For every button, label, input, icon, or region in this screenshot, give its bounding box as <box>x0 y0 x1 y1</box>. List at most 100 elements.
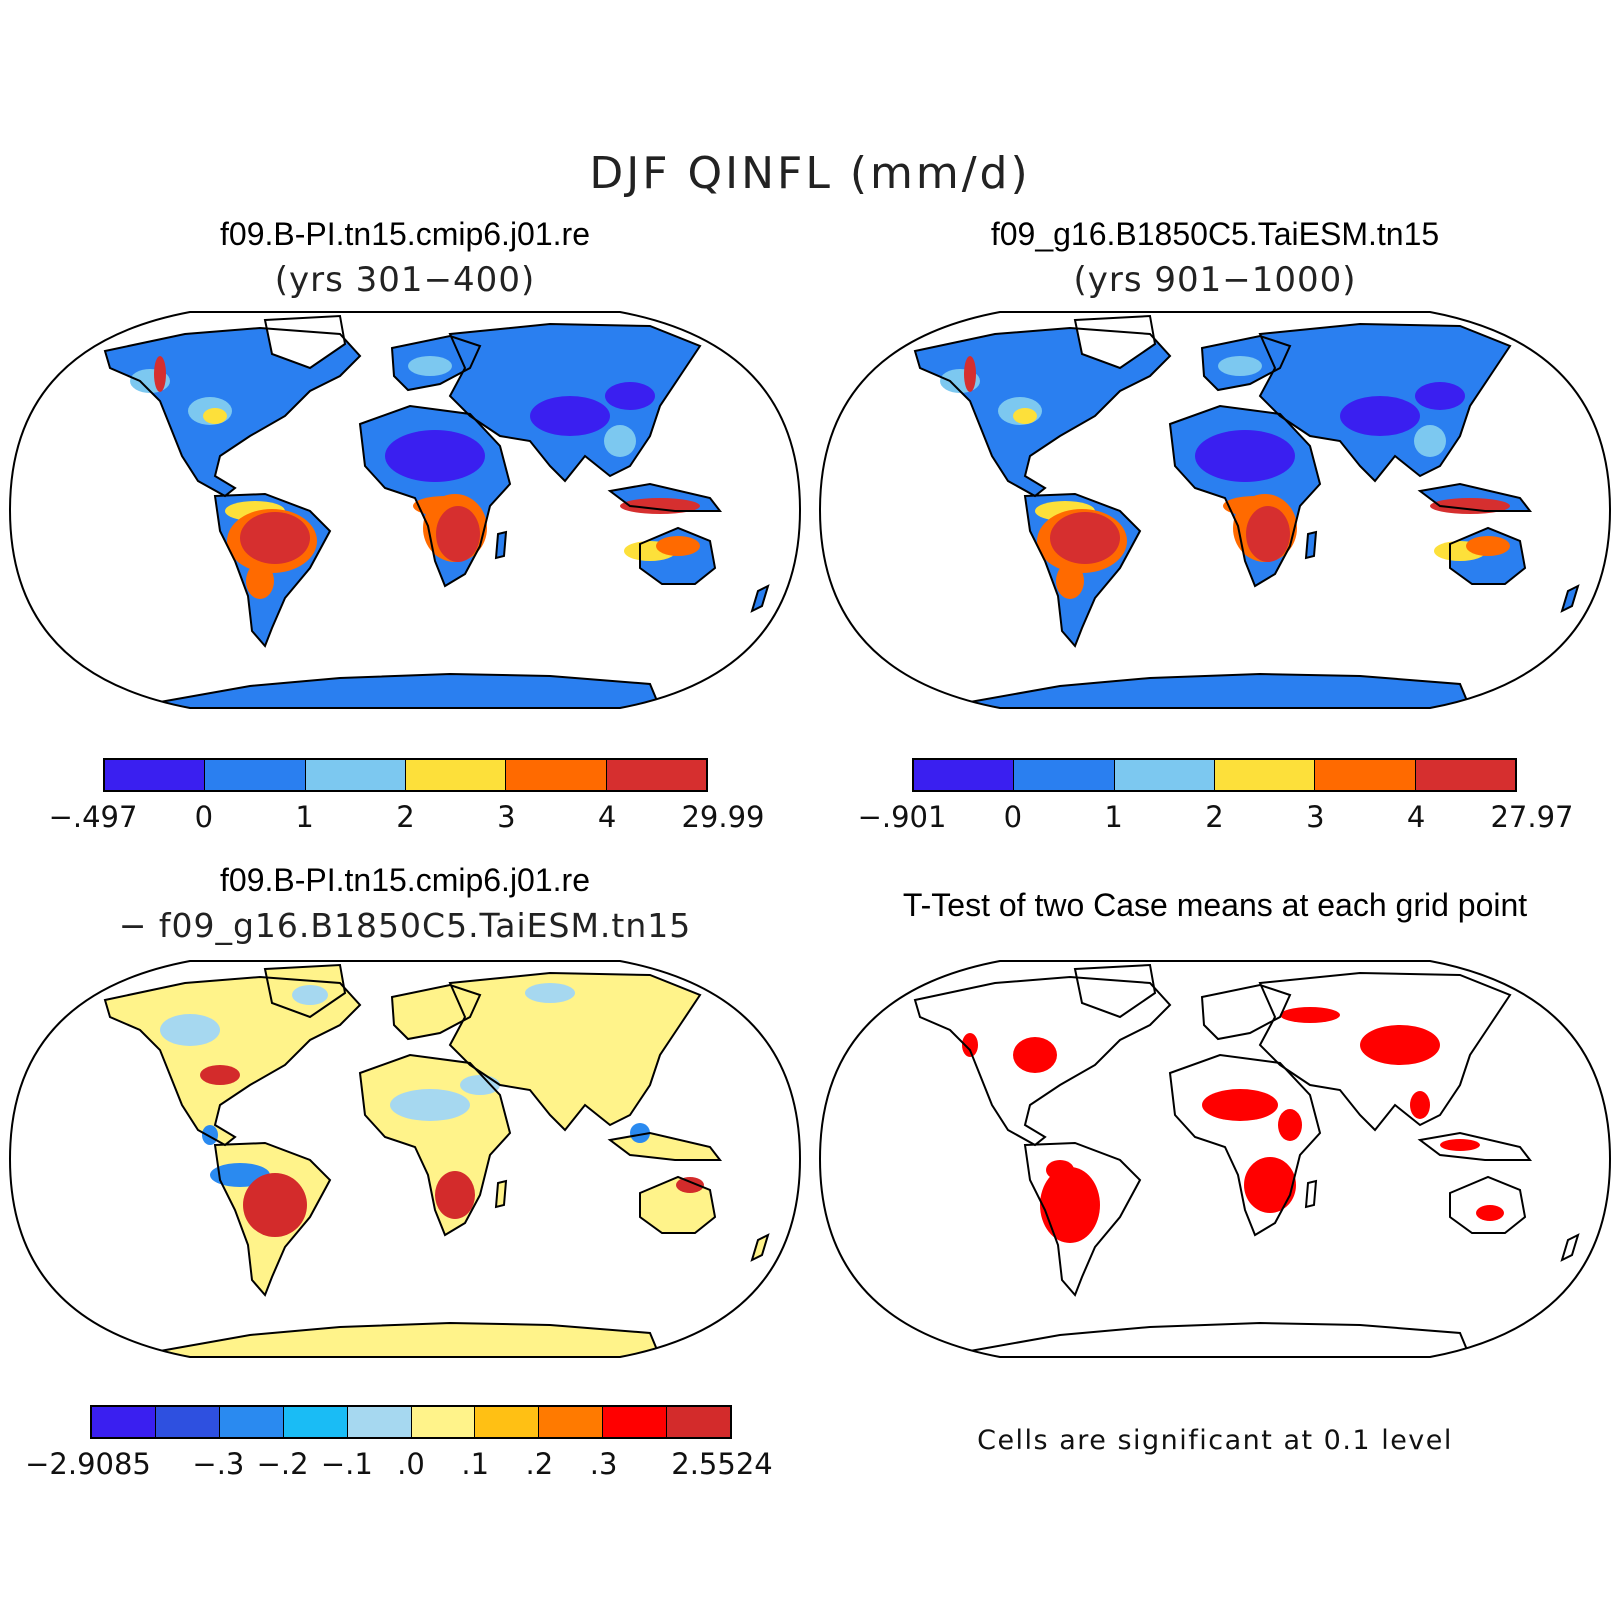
coastline-samerica <box>213 1141 332 1297</box>
coastline-europe <box>390 983 482 1041</box>
panel3-subtitle: − f09_g16.B1850C5.TaiESM.tn15 <box>118 906 692 945</box>
case2-map <box>818 311 1612 709</box>
colorbar-tick-label: −2.9085 <box>25 1447 151 1481</box>
land-antarctica <box>160 674 660 708</box>
colorbar-tick-label: 1 <box>295 800 314 834</box>
map-border <box>8 311 802 709</box>
colorbar-swatch <box>475 1407 540 1437</box>
diff-light <box>160 1014 220 1046</box>
colorbar-swatch <box>155 1407 220 1437</box>
significant-cells <box>1360 1025 1440 1065</box>
colorbar-tick-label: 29.99 <box>681 800 765 834</box>
coastline-africa <box>358 1053 512 1237</box>
coastline-nz <box>750 1233 770 1262</box>
coastline-australia <box>639 526 717 585</box>
coastline-antarctica <box>969 1321 1472 1357</box>
land-namerica <box>915 328 1170 496</box>
coastline-indonesia <box>1417 1131 1533 1161</box>
land-antarctica <box>160 1323 660 1357</box>
diff-positive <box>435 1171 475 1219</box>
land-nz <box>1562 1235 1578 1260</box>
ttest-map <box>818 960 1612 1358</box>
coastline-antarctica <box>159 672 662 708</box>
panel1-subtitle: (yrs 301−400) <box>274 260 536 300</box>
coastline-samerica <box>213 492 332 648</box>
diff-light <box>292 985 328 1005</box>
coastline-antarctica <box>159 1321 662 1357</box>
coastline-africa <box>1168 404 1322 588</box>
coastline-indonesia <box>607 1131 723 1161</box>
significant-cells <box>1013 1037 1057 1073</box>
coastline-greenland <box>1073 314 1157 370</box>
land-nz <box>1562 586 1578 611</box>
significant-cells <box>1202 1089 1278 1121</box>
colorbar-swatch <box>667 1407 731 1437</box>
yellow-region <box>1013 408 1037 424</box>
colorbar-tick-label: .0 <box>397 1447 425 1481</box>
colorbar-tick-label: 2.5524 <box>671 1447 773 1481</box>
wet-region <box>1050 512 1120 564</box>
moist-region <box>246 563 274 599</box>
colorbar-swatch <box>219 1407 284 1437</box>
significant-cells <box>1476 1205 1504 1221</box>
significant-cells <box>1040 1167 1100 1243</box>
wet-region <box>1246 506 1290 562</box>
difference-colorbar <box>90 1405 732 1439</box>
moist-region <box>1056 563 1084 599</box>
light-region <box>604 425 636 457</box>
colorbar-tick-label: 27.97 <box>1490 800 1574 834</box>
colorbar-swatch <box>1315 760 1416 790</box>
coastline-africa <box>1168 1053 1322 1237</box>
coastline-africa <box>358 404 512 588</box>
main-title: DJF QINFL (mm/d) <box>589 148 1031 199</box>
coastline-madagascar <box>494 530 508 560</box>
significant-cells <box>1440 1139 1480 1151</box>
colorbar-tick-label: −.901 <box>857 800 947 834</box>
colorbar-tick-label: .3 <box>589 1447 618 1481</box>
colorbar-swatch <box>305 760 406 790</box>
light-region <box>408 356 452 376</box>
coastline-madagascar <box>1304 530 1318 560</box>
diff-positive <box>676 1177 704 1193</box>
colorbar-tick-label: .2 <box>525 1447 554 1481</box>
diff-positive <box>200 1065 240 1085</box>
dry-region <box>1195 430 1295 482</box>
land-nz <box>752 586 768 611</box>
case1-colorbar <box>103 758 708 792</box>
coastline-nz <box>1560 1233 1580 1262</box>
moist-region <box>1466 536 1510 556</box>
colorbar-swatch <box>105 760 206 790</box>
diff-light <box>460 1075 500 1095</box>
colorbar-tick-label: 0 <box>194 800 214 834</box>
significant-cells <box>1046 1160 1074 1180</box>
colorbar-tick-label: −.2 <box>256 1447 309 1481</box>
colorbar-swatch <box>411 1407 476 1437</box>
coastline-madagascar <box>1304 1179 1318 1209</box>
colorbar-tick-label: −.3 <box>192 1447 245 1481</box>
diff-light <box>525 983 575 1003</box>
wet-region <box>964 356 976 392</box>
land-asia <box>450 973 700 1130</box>
colorbar-swatch <box>1114 760 1215 790</box>
diff-negative <box>630 1123 650 1143</box>
case1-map <box>8 311 802 709</box>
significant-cells <box>1280 1007 1340 1023</box>
colorbar-swatch <box>1415 760 1515 790</box>
panel4-title: T-Test of two Case means at each grid po… <box>902 887 1528 923</box>
colorbar-tick-label: 3 <box>497 800 516 834</box>
land-australia <box>1450 1177 1525 1233</box>
colorbar-tick-label: 4 <box>597 800 617 834</box>
significance-note: Cells are significant at 0.1 level <box>977 1425 1453 1456</box>
dry-region <box>385 430 485 482</box>
significant-cells <box>1410 1091 1430 1119</box>
colorbar-tick-label: −.497 <box>48 800 138 834</box>
coastline-greenland <box>263 963 347 1019</box>
diff-negative <box>202 1125 218 1145</box>
coastline-samerica <box>1023 1141 1142 1297</box>
coastline-australia <box>1449 526 1527 585</box>
dry-region <box>605 382 655 410</box>
land-namerica <box>105 328 360 496</box>
land-antarctica <box>970 674 1470 708</box>
wet-region <box>154 356 166 392</box>
dry-region <box>530 396 610 436</box>
